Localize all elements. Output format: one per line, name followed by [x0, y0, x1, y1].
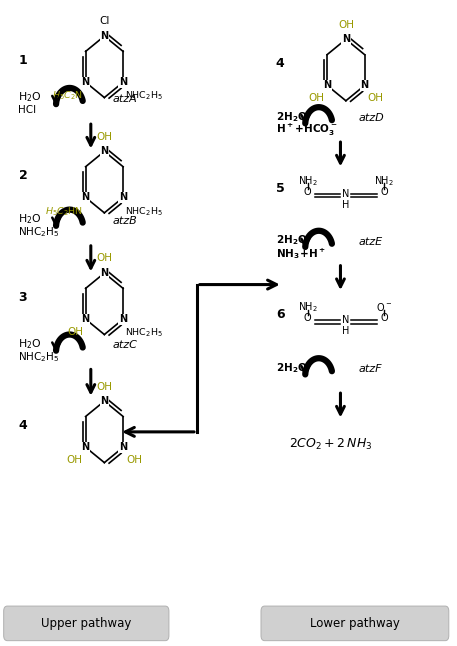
Text: Upper pathway: Upper pathway: [41, 617, 132, 630]
Text: O: O: [304, 187, 311, 197]
Text: OH: OH: [96, 382, 112, 391]
Text: N: N: [81, 77, 90, 87]
Text: $\mathbf{2H_2O}$: $\mathbf{2H_2O}$: [276, 110, 308, 123]
Text: N: N: [119, 77, 127, 87]
Text: N: N: [81, 314, 90, 324]
Text: H: H: [342, 200, 350, 210]
Text: atzB: atzB: [112, 216, 137, 225]
Text: $\mathbf{H^+\!+\!HCO_3^-}$: $\mathbf{H^+\!+\!HCO_3^-}$: [276, 122, 337, 138]
Text: 4: 4: [19, 419, 27, 432]
Text: OH: OH: [368, 93, 384, 103]
Text: NHC$_2$H$_5$: NHC$_2$H$_5$: [125, 327, 163, 339]
Text: atzA: atzA: [112, 94, 137, 104]
Text: NH$_2$: NH$_2$: [374, 174, 394, 188]
Text: N: N: [100, 268, 108, 278]
Text: NHC$_2$H$_5$: NHC$_2$H$_5$: [18, 350, 59, 364]
Text: N: N: [342, 34, 350, 45]
Text: Lower pathway: Lower pathway: [310, 617, 400, 630]
Text: $\mathbf{2H_2O}$: $\mathbf{2H_2O}$: [276, 361, 308, 375]
Text: O$^-$: O$^-$: [376, 301, 392, 313]
Text: NH$_2$: NH$_2$: [298, 300, 318, 314]
Text: 1: 1: [19, 54, 27, 67]
Text: N: N: [81, 443, 90, 452]
FancyBboxPatch shape: [4, 606, 169, 641]
Text: OH: OH: [308, 93, 324, 103]
Text: NHC$_2$H$_5$: NHC$_2$H$_5$: [125, 90, 163, 102]
Text: Cl: Cl: [99, 16, 110, 26]
Text: 4: 4: [276, 57, 285, 70]
Text: N: N: [361, 80, 369, 90]
Text: $\mathbf{2H_2O}$: $\mathbf{2H_2O}$: [276, 233, 308, 247]
Text: atzC: atzC: [112, 340, 138, 350]
Text: O: O: [380, 187, 388, 197]
Text: OH: OH: [96, 132, 112, 141]
Text: OH: OH: [66, 455, 82, 465]
Text: NHC$_2$H$_5$: NHC$_2$H$_5$: [18, 225, 59, 239]
Text: OH: OH: [338, 19, 354, 30]
Text: NHC$_2$H$_5$: NHC$_2$H$_5$: [125, 205, 163, 218]
Text: N: N: [119, 193, 127, 202]
Text: atzF: atzF: [358, 364, 382, 374]
Text: OH: OH: [126, 455, 142, 465]
Text: N: N: [342, 315, 350, 325]
Text: N: N: [342, 189, 350, 198]
FancyBboxPatch shape: [261, 606, 449, 641]
Text: N: N: [100, 396, 108, 406]
Text: H$_2$O: H$_2$O: [18, 213, 41, 226]
Text: H$_2$O: H$_2$O: [18, 90, 41, 105]
Text: $H_5C_2$HN: $H_5C_2$HN: [45, 205, 83, 218]
Text: 3: 3: [19, 291, 27, 304]
Text: N: N: [323, 80, 331, 90]
Text: OH: OH: [67, 327, 83, 337]
Text: N: N: [119, 314, 127, 324]
Text: 6: 6: [276, 308, 285, 321]
Text: O: O: [380, 313, 388, 323]
Text: $H_5C_2$N: $H_5C_2$N: [53, 90, 83, 102]
Text: atzE: atzE: [358, 236, 383, 247]
Text: H$_2$O: H$_2$O: [18, 337, 41, 351]
Text: 2: 2: [19, 169, 27, 182]
Text: N: N: [119, 443, 127, 452]
Text: 5: 5: [276, 182, 285, 195]
Text: N: N: [81, 193, 90, 202]
Text: atzD: atzD: [358, 113, 384, 123]
Text: $2CO_2 + 2\,NH_3$: $2CO_2 + 2\,NH_3$: [289, 437, 373, 452]
Text: HCl: HCl: [18, 105, 36, 116]
Text: NH$_2$: NH$_2$: [298, 174, 318, 188]
Text: OH: OH: [96, 253, 112, 264]
Text: H: H: [342, 326, 350, 337]
Text: N: N: [100, 147, 108, 156]
Text: $\mathbf{NH_3\!+\!H^+}$: $\mathbf{NH_3\!+\!H^+}$: [276, 246, 326, 261]
Text: O: O: [304, 313, 311, 323]
Text: N: N: [100, 31, 108, 41]
